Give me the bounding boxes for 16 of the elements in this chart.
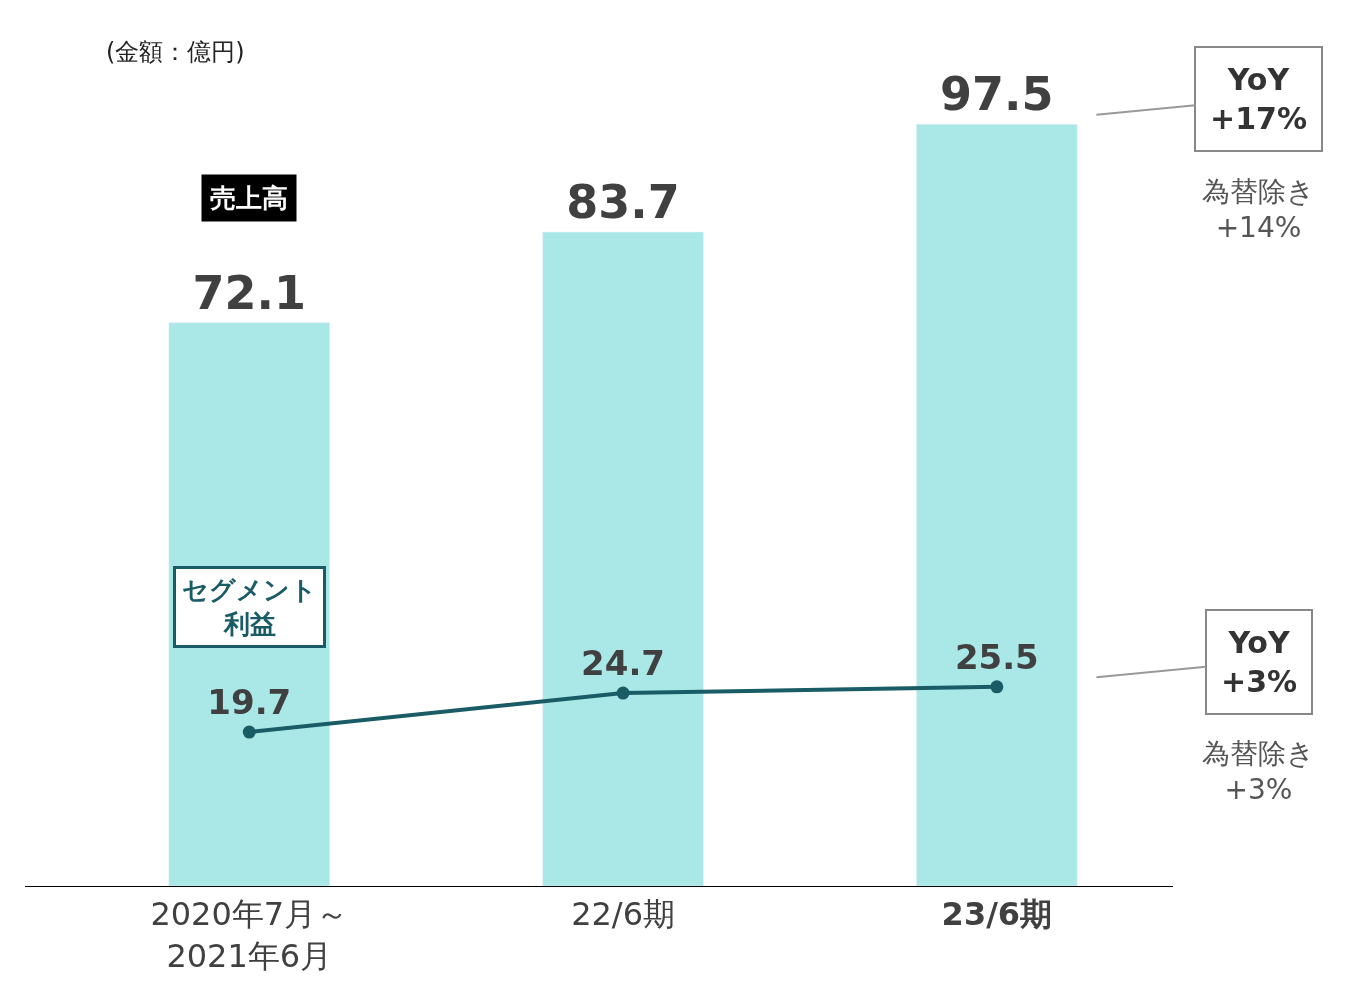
data-label: 97.5 bbox=[940, 67, 1054, 122]
text: 為替除き +14% bbox=[1202, 175, 1315, 245]
text: セグメント利益 bbox=[182, 575, 317, 639]
x-tick-label: 2020年7月～ 2021年6月 bbox=[150, 895, 349, 975]
x-tick-label: 22/6期 bbox=[571, 895, 675, 934]
annotation: YoY +3% bbox=[1221, 625, 1298, 699]
annotation: YoY +17% bbox=[1210, 62, 1307, 136]
text: 売上高 bbox=[210, 183, 288, 213]
x-tick-label: 23/6期 bbox=[941, 895, 1053, 934]
text: (金額：億円) bbox=[106, 38, 245, 66]
data-label: 83.7 bbox=[566, 175, 680, 230]
data-label: 72.1 bbox=[192, 265, 307, 320]
data-label: 19.7 bbox=[207, 682, 292, 723]
text: 為替除き +3% bbox=[1202, 737, 1315, 807]
data-label: 24.7 bbox=[581, 643, 666, 684]
data-label: 25.5 bbox=[954, 637, 1039, 678]
